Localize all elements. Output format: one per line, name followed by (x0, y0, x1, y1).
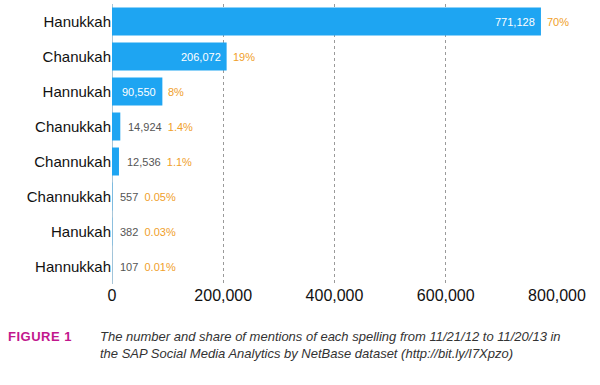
svg-text:557 0.05%: 557 0.05% (120, 191, 176, 203)
svg-text:90,550: 90,550 (122, 86, 156, 98)
svg-text:Chanukah: Chanukah (43, 48, 111, 65)
svg-text:12,536 1.1%: 12,536 1.1% (127, 156, 192, 168)
svg-text:Hanukah: Hanukah (51, 223, 111, 240)
svg-text:400,000: 400,000 (306, 287, 364, 304)
svg-text:70%: 70% (547, 16, 569, 28)
svg-text:600,000: 600,000 (417, 287, 475, 304)
svg-text:771,128: 771,128 (495, 16, 535, 28)
svg-text:382 0.03%: 382 0.03% (120, 226, 176, 238)
svg-text:107 0.01%: 107 0.01% (120, 261, 176, 273)
svg-text:Channukah: Channukah (34, 153, 111, 170)
svg-text:800,000: 800,000 (528, 287, 586, 304)
svg-text:19%: 19% (233, 51, 255, 63)
svg-text:206,072: 206,072 (181, 51, 221, 63)
html-text:FIGURE 1: FIGURE 1 (8, 329, 72, 344)
svg-text:Chanukkah: Chanukkah (35, 118, 111, 135)
svg-text:200,000: 200,000 (194, 287, 252, 304)
svg-text:Hannukkah: Hannukkah (35, 258, 111, 275)
svg-text:Hannukah: Hannukah (43, 83, 111, 100)
svg-text:0: 0 (108, 287, 117, 304)
svg-text:8%: 8% (168, 86, 184, 98)
svg-text:Hanukkah: Hanukkah (43, 13, 111, 30)
svg-text:14,924 1.4%: 14,924 1.4% (128, 121, 193, 133)
html-text:The number and share of mentio: The number and share of mentions of each… (100, 329, 561, 361)
svg-text:Channukkah: Channukkah (27, 188, 111, 205)
